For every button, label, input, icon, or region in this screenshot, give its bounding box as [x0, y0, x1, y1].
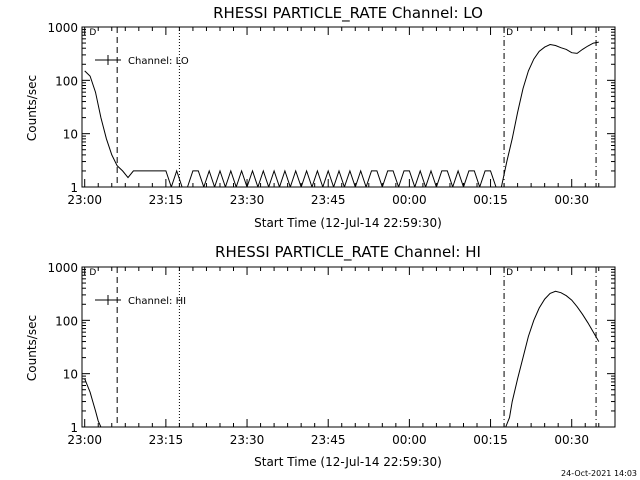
chart-title: RHESSI PARTICLE_RATE Channel: HI — [215, 243, 481, 262]
y-tick-label: 1 — [70, 421, 78, 435]
x-tick-label: 00:30 — [554, 193, 589, 207]
series-line — [84, 41, 599, 187]
x-tick-label: 23:30 — [230, 193, 265, 207]
x-tick-label: 23:00 — [67, 433, 102, 447]
y-tick-label: 100 — [55, 314, 78, 328]
plot-frame — [81, 26, 616, 188]
y-axis-label: Counts/sec — [25, 75, 39, 141]
x-tick-label: 23:00 — [67, 193, 102, 207]
x-axis-label: Start Time (12-Jul-14 22:59:30) — [254, 216, 442, 230]
x-tick-label: 23:45 — [311, 433, 346, 447]
y-axis-label: Counts/sec — [25, 315, 39, 381]
chart-title: RHESSI PARTICLE_RATE Channel: LO — [213, 4, 483, 23]
region-marker-label: D — [506, 268, 513, 278]
legend-label: Channel: HI — [128, 296, 186, 307]
x-tick-label: 00:00 — [392, 433, 427, 447]
y-tick-label: 1000 — [47, 21, 78, 35]
x-tick-label: 00:15 — [473, 433, 508, 447]
x-tick-label: 23:45 — [311, 193, 346, 207]
series-line — [84, 290, 600, 427]
chart-panel-hi: RHESSI PARTICLE_RATE Channel: HI Counts/… — [25, 243, 616, 469]
region-marker-label: D — [89, 28, 96, 38]
y-tick-label: 1 — [70, 181, 78, 195]
x-tick-label: 00:15 — [473, 193, 508, 207]
x-tick-label: 23:15 — [149, 193, 184, 207]
plot-frame — [81, 266, 616, 428]
footer-timestamp: 24-Oct-2021 14:03 — [561, 469, 637, 478]
region-marker-label: D — [506, 28, 513, 38]
x-tick-label: 00:30 — [554, 433, 589, 447]
y-tick-label: 1000 — [47, 261, 78, 275]
y-tick-label: 10 — [63, 128, 78, 142]
x-axis-label: Start Time (12-Jul-14 22:59:30) — [254, 455, 442, 469]
region-marker-label: D — [89, 268, 96, 278]
x-tick-label: 23:15 — [149, 433, 184, 447]
legend-label: Channel: LO — [128, 56, 189, 67]
chart-panel-lo: RHESSI PARTICLE_RATE Channel: LO Counts/… — [25, 4, 616, 230]
x-tick-label: 23:30 — [230, 433, 265, 447]
x-tick-label: 00:00 — [392, 193, 427, 207]
y-tick-label: 10 — [63, 368, 78, 382]
y-tick-label: 100 — [55, 74, 78, 88]
